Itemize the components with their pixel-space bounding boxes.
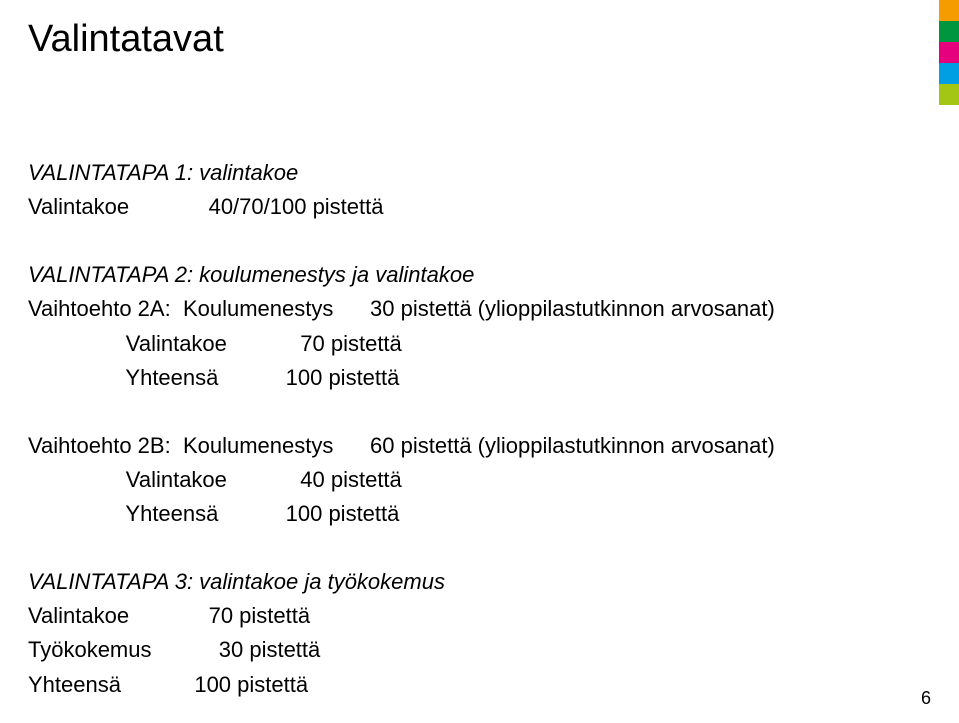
stripe-4 — [939, 63, 959, 84]
s2a-r3-label: Yhteensä — [125, 365, 218, 390]
s2b-r2-value: 40 pistettä — [300, 467, 402, 492]
s1-row1-label: Valintakoe — [28, 194, 129, 219]
content-block: VALINTATAPA 1: valintakoe Valintakoe 40/… — [28, 122, 775, 702]
s3-r2-label: Työkokemus — [28, 637, 152, 662]
s2a-r1-label: Koulumenestys — [183, 296, 333, 321]
s3-r3-value: 100 pistettä — [194, 672, 308, 697]
stripe-3 — [939, 42, 959, 63]
stripe-2 — [939, 21, 959, 42]
s2a-r1-value: 30 pistettä (ylioppilastutkinnon arvosan… — [370, 296, 775, 321]
s2a-r3-value: 100 pistettä — [286, 365, 400, 390]
s2b-r1-value: 60 pistettä (ylioppilastutkinnon arvosan… — [370, 433, 775, 458]
s3-r3-label: Yhteensä — [28, 672, 121, 697]
s2a-r2-label: Valintakoe — [126, 331, 227, 356]
s2a-label: Vaihtoehto 2A: — [28, 296, 171, 321]
s1-row1-value: 40/70/100 pistettä — [209, 194, 384, 219]
stripe-1 — [939, 0, 959, 21]
section-2-heading: VALINTATAPA 2: koulumenestys ja valintak… — [28, 262, 474, 287]
page-title: Valintatavat — [28, 18, 224, 61]
s3-r2-value: 30 pistettä — [219, 637, 321, 662]
s2a-r2-value: 70 pistettä — [300, 331, 402, 356]
color-stripes — [939, 0, 959, 105]
s3-r1-label: Valintakoe — [28, 603, 129, 628]
section-3-heading: VALINTATAPA 3: valintakoe ja työkokemus — [28, 569, 445, 594]
s2b-r3-value: 100 pistettä — [286, 501, 400, 526]
s2b-label: Vaihtoehto 2B: — [28, 433, 171, 458]
stripe-5 — [939, 84, 959, 105]
section-1-heading: VALINTATAPA 1: valintakoe — [28, 160, 298, 185]
s2b-r3-label: Yhteensä — [125, 501, 218, 526]
s2b-r2-label: Valintakoe — [126, 467, 227, 492]
page-number: 6 — [921, 688, 931, 709]
s2b-r1-label: Koulumenestys — [183, 433, 333, 458]
s3-r1-value: 70 pistettä — [209, 603, 311, 628]
